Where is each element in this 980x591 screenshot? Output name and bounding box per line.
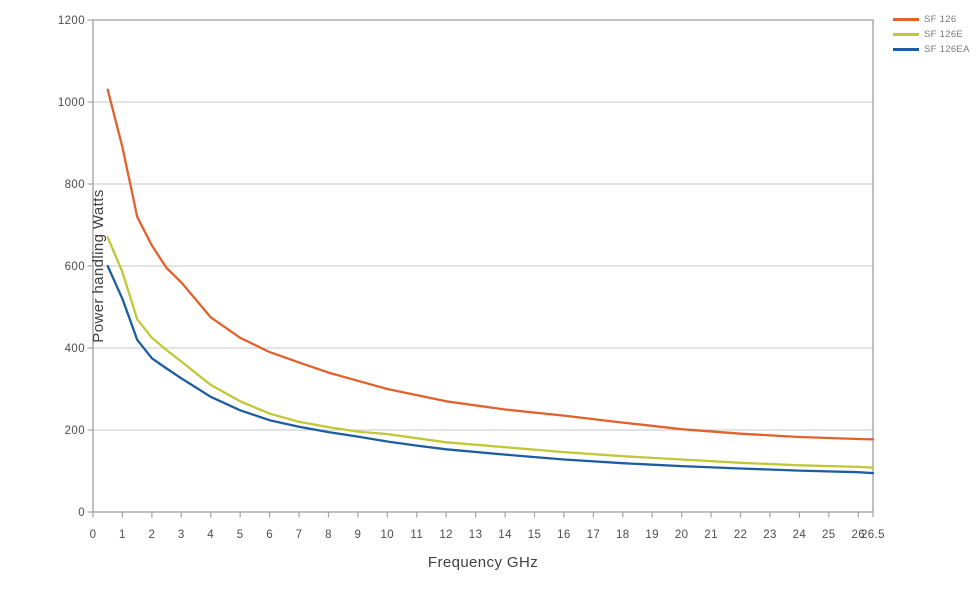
x-tick-label-26: 26 (852, 529, 866, 541)
legend-item-sf126ea: SF 126EA (893, 42, 970, 57)
x-tick-label-14: 14 (498, 529, 512, 541)
x-tick-label-2: 2 (149, 529, 156, 541)
y-axis-title: Power handling Watts (90, 189, 107, 343)
y-tick-label-400: 400 (65, 343, 85, 355)
x-tick-label-5: 5 (237, 529, 244, 541)
x-tick-label-0: 0 (90, 529, 97, 541)
x-tick-label-7: 7 (296, 529, 303, 541)
x-tick-label-11: 11 (410, 529, 423, 541)
legend-label-sf126ea: SF 126EA (924, 44, 970, 55)
x-tick-label-13: 13 (469, 529, 483, 541)
x-tick-label-1: 1 (119, 529, 126, 541)
legend: SF 126 SF 126E SF 126EA (893, 12, 970, 57)
legend-item-sf126: SF 126 (893, 12, 970, 27)
y-tick-label-0: 0 (78, 507, 85, 519)
x-tick-label-6: 6 (266, 529, 273, 541)
x-tick-label-9: 9 (355, 529, 362, 541)
y-tick-label-1000: 1000 (58, 97, 85, 109)
x-tick-label-25: 25 (822, 529, 836, 541)
x-tick-label-4: 4 (207, 529, 214, 541)
x-tick-label-22: 22 (734, 529, 748, 541)
legend-line-swatch-sf126ea (893, 48, 919, 51)
x-tick-label-23: 23 (763, 529, 777, 541)
x-tick-label-21: 21 (704, 529, 718, 541)
x-tick-label-12: 12 (439, 529, 453, 541)
x-tick-label-3: 3 (178, 529, 185, 541)
legend-line-swatch-sf126 (893, 18, 919, 21)
x-tick-label-8: 8 (325, 529, 332, 541)
y-tick-label-1200: 1200 (58, 15, 85, 27)
series-line-sf-126e (106, 236, 875, 469)
y-tick-label-600: 600 (65, 261, 85, 273)
x-tick-label-26.5: 26.5 (861, 529, 885, 541)
y-tick-label-800: 800 (65, 179, 85, 191)
y-tick-label-200: 200 (65, 425, 85, 437)
x-tick-label-19: 19 (645, 529, 659, 541)
legend-line-swatch-sf126e (893, 33, 919, 36)
legend-label-sf126e: SF 126E (924, 29, 964, 40)
x-tick-label-10: 10 (381, 529, 395, 541)
x-tick-label-24: 24 (793, 529, 807, 541)
legend-label-sf126: SF 126 (924, 14, 957, 25)
x-tick-label-16: 16 (557, 529, 571, 541)
x-axis-title: Frequency GHz (427, 554, 539, 571)
x-tick-label-18: 18 (616, 529, 630, 541)
x-tick-label-20: 20 (675, 529, 689, 541)
legend-item-sf126e: SF 126E (893, 27, 970, 42)
series-line-sf-126ea (106, 264, 875, 475)
series-line-sf-126 (106, 88, 875, 441)
x-tick-label-17: 17 (587, 529, 601, 541)
x-tick-label-15: 15 (528, 529, 542, 541)
